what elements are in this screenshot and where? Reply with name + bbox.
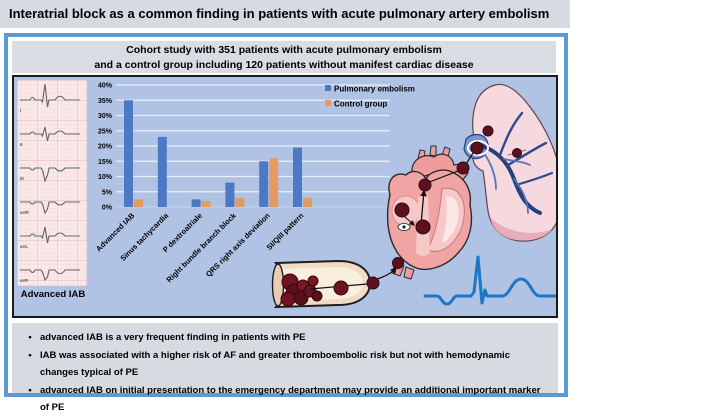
svg-text:I: I xyxy=(20,108,21,113)
embolus-icon xyxy=(512,148,522,158)
lung-illustration xyxy=(463,83,556,242)
bullet-marker: • xyxy=(28,332,32,343)
graphical-abstract: { "title": "Interatrial block as a commo… xyxy=(0,0,570,413)
bullet-text: advanced IAB on initial presentation to … xyxy=(40,384,541,414)
embolus-icon xyxy=(415,219,431,235)
svg-text:aVL: aVL xyxy=(20,244,29,249)
svg-text:30%: 30% xyxy=(98,113,113,120)
bullet-item: • advanced IAB on initial presentation t… xyxy=(20,382,546,417)
vein-thrombus-illustration xyxy=(271,259,372,309)
svg-text:5%: 5% xyxy=(102,189,113,196)
svg-text:15%: 15% xyxy=(98,159,113,166)
embolus-icon xyxy=(392,257,404,269)
embolus-icon xyxy=(366,276,380,290)
bullet-marker: • xyxy=(28,349,32,361)
svg-text:II: II xyxy=(20,142,23,147)
ecg-caption: Advanced IAB xyxy=(20,289,86,300)
page-title: Interatrial block as a common finding in… xyxy=(0,0,570,28)
figure-panel: 0% 5% 10% 15% 20% 25% 30% 35% 40% Advanced IAB Sin… xyxy=(12,75,558,318)
embolus-icon xyxy=(456,161,470,175)
embolus-icon xyxy=(394,202,410,218)
svg-text:20%: 20% xyxy=(98,144,113,151)
svg-text:III: III xyxy=(20,176,24,181)
bullet-text: advanced IAB is a very frequent finding … xyxy=(40,332,306,343)
bar-chart: 0%5%10%15%20%25%30%35%40%Advanced IABSin… xyxy=(94,83,415,285)
svg-text:Control group: Control group xyxy=(334,100,387,109)
svg-text:aVR: aVR xyxy=(20,210,30,215)
svg-text:Pulmonary embolism: Pulmonary embolism xyxy=(334,85,415,94)
cohort-description-box: Cohort study with 351 patients with acut… xyxy=(12,41,556,73)
cohort-line-2: and a control group including 120 patien… xyxy=(94,58,474,71)
conclusions-box: • advanced IAB is a very frequent findin… xyxy=(12,323,558,413)
ecg-trace-icon xyxy=(423,255,556,306)
svg-text:10%: 10% xyxy=(98,174,113,181)
embolus-icon xyxy=(418,178,432,192)
bullet-text: IAB was associated with a higher risk of… xyxy=(40,349,510,379)
bullet-marker: • xyxy=(28,384,32,396)
bullet-item: • advanced IAB is a very frequent findin… xyxy=(20,329,546,347)
bullet-item: • IAB was associated with a higher risk … xyxy=(20,347,546,382)
svg-text:25%: 25% xyxy=(98,128,113,135)
svg-text:0%: 0% xyxy=(102,205,113,212)
abstract-frame: Cohort study with 351 patients with acut… xyxy=(4,33,568,413)
svg-text:35%: 35% xyxy=(98,98,113,105)
svg-text:40%: 40% xyxy=(98,83,113,90)
cohort-line-1: Cohort study with 351 patients with acut… xyxy=(126,44,442,56)
thrombus-cluster xyxy=(280,273,323,307)
embolus-icon xyxy=(482,125,494,137)
illustration xyxy=(271,83,556,309)
embolus-icon xyxy=(470,141,484,155)
ecg-strip: I II III aVR aVL aVF xyxy=(16,79,88,287)
embolism-path xyxy=(366,125,522,290)
heart-illustration xyxy=(386,145,473,280)
svg-text:aVF: aVF xyxy=(20,278,29,283)
